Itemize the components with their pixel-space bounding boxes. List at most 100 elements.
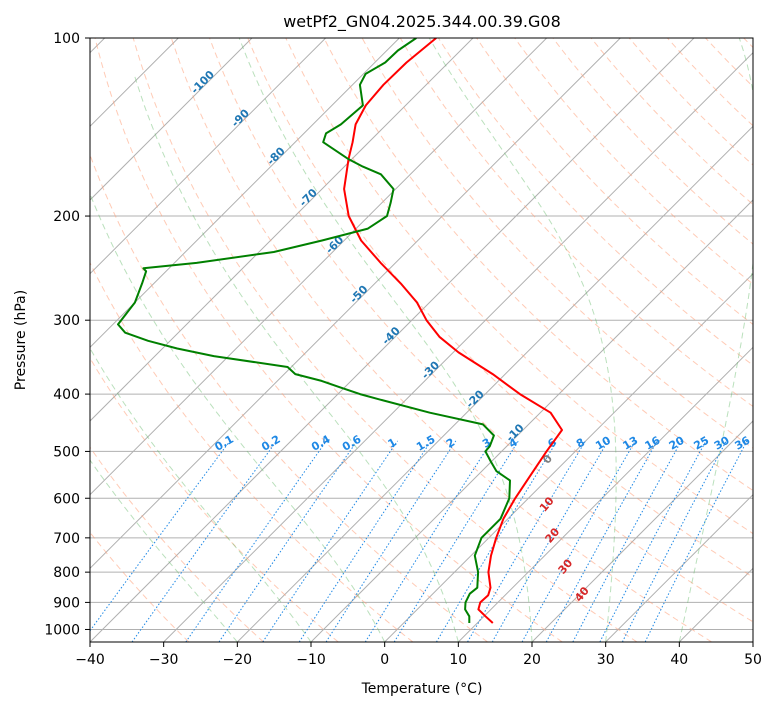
moist-adiabat-label: 40	[572, 584, 592, 604]
x-tick-label: −10	[296, 652, 326, 668]
plot-area: 0.1 0.2 0.4 0.6 1 1.5 2 3 4 6 8 10 13 16 20 25 30 36-100-…	[90, 38, 753, 642]
dry-adiabat-label: -70	[297, 186, 320, 209]
isotherm-line	[90, 38, 400, 349]
moist-adiabat-line	[752, 640, 753, 642]
dry-adiabat-line	[743, 38, 753, 49]
mixing-ratio-line	[131, 440, 278, 642]
mixing-ratio-label: 0.2	[259, 433, 282, 454]
mixing-ratio-line	[572, 440, 682, 642]
dry-adiabat-line	[132, 38, 638, 642]
x-tick-label: −40	[75, 652, 105, 668]
mixing-ratio-label: 1	[386, 436, 399, 451]
isotherm-line	[90, 38, 621, 570]
mixing-ratio-label: 2	[444, 436, 457, 451]
y-tick-label: 300	[53, 313, 80, 329]
temperature-profile-line	[343, 38, 563, 624]
dry-adiabat-line	[667, 38, 753, 127]
mixing-ratio-line	[90, 440, 231, 632]
isotherm-line	[90, 38, 253, 201]
y-tick-label: 800	[53, 565, 80, 581]
isotherm-line	[678, 567, 753, 642]
y-tick-label: 1000	[44, 623, 80, 639]
mixing-ratio-line	[644, 440, 748, 642]
mixing-ratio-line	[435, 440, 558, 642]
isotherm-line	[90, 38, 327, 275]
y-tick-label: 100	[53, 31, 80, 47]
x-tick-label: 40	[670, 652, 688, 668]
x-tick-label: 0	[380, 652, 389, 668]
moist-adiabat-line	[90, 459, 238, 642]
moist-adiabat-line	[90, 192, 386, 642]
moist-adiabat-line	[428, 38, 617, 642]
x-tick-label: 30	[597, 652, 615, 668]
dry-adiabat-label: -40	[380, 324, 403, 347]
isotherm-line	[163, 51, 753, 642]
mixing-ratio-label: 16	[643, 434, 663, 453]
y-axis-label: Pressure (hPa)	[13, 290, 29, 390]
mixing-ratio-label: 0.6	[340, 432, 364, 453]
dry-adiabat-line	[437, 38, 753, 366]
dry-adiabat-line	[170, 38, 712, 642]
mixing-ratio-label: 0.4	[309, 432, 333, 453]
dry-adiabat-line	[476, 38, 753, 326]
mixing-ratio-label: 1.5	[414, 433, 437, 454]
dry-adiabat-line	[90, 261, 414, 642]
mixing-ratio-label: 30	[712, 434, 732, 453]
y-tick-label: 900	[53, 595, 80, 611]
mixing-ratio-line	[467, 440, 586, 642]
dry-adiabat-line	[705, 38, 753, 88]
dry-adiabat-line	[552, 38, 753, 245]
moist-adiabat-label: 30	[556, 556, 576, 576]
mixing-ratio-line	[393, 440, 519, 642]
isotherm-line	[90, 38, 548, 496]
dry-adiabat-line	[90, 446, 264, 642]
mixing-ratio-line	[545, 440, 658, 642]
dry-adiabat-label: -20	[464, 387, 487, 410]
x-tick-label: −30	[149, 652, 179, 668]
dry-adiabat-line	[323, 38, 753, 492]
mixing-ratio-label: 10	[593, 434, 613, 453]
dry-adiabat-line	[285, 38, 753, 535]
isotherm-line	[531, 420, 753, 642]
dry-adiabat-line	[247, 38, 753, 578]
moist-adiabat-line	[678, 38, 753, 642]
mixing-ratio-line	[621, 440, 727, 642]
dry-adiabat-line	[514, 38, 753, 285]
y-tick-label: 600	[53, 491, 80, 507]
isotherm-line	[457, 346, 753, 642]
axes: −40 −30 −20 −10 0 10 20 30 40 50 100 200 300 400 500 60…	[44, 31, 762, 668]
mixing-ratio-line	[262, 440, 399, 642]
dry-adiabat-label: -100	[188, 68, 217, 97]
isotherm-line	[90, 38, 695, 642]
mixing-ratio-line	[185, 440, 327, 642]
x-tick-label: 50	[744, 652, 762, 668]
x-tick-label: 20	[523, 652, 541, 668]
mixing-ratio-label: 8	[574, 436, 587, 451]
y-tick-label: 500	[53, 444, 80, 460]
dry-adiabat-line	[94, 38, 563, 642]
x-axis-label: Temperature (°C)	[361, 681, 483, 697]
isotherm-line	[752, 641, 753, 642]
mixing-ratio-label: 36	[733, 434, 753, 453]
y-tick-label: 200	[53, 209, 80, 225]
mixing-ratio-line	[599, 440, 707, 642]
dewpoint-profile-line	[117, 38, 511, 623]
mixing-ratio-line	[298, 440, 432, 642]
isotherm-line	[384, 272, 753, 642]
mixing-ratio-label: 0.1	[213, 433, 236, 454]
y-tick-label: 400	[53, 387, 80, 403]
moist-adiabat-label: 10	[537, 494, 557, 514]
mixing-ratio-line	[218, 440, 358, 642]
y-tick-label: 700	[53, 531, 80, 547]
isotherm-line	[90, 38, 474, 422]
mixing-ratio-label: 20	[667, 434, 687, 453]
mixing-ratio-label: 13	[621, 434, 641, 453]
dry-adiabat-label: -30	[419, 358, 442, 381]
mixing-ratio-line	[364, 440, 493, 642]
moist-adiabat-label: 20	[543, 525, 563, 545]
x-tick-label: −20	[223, 652, 253, 668]
isotherm-line	[605, 493, 753, 642]
x-tick-label: 10	[449, 652, 467, 668]
dry-adiabat-line	[90, 357, 339, 642]
